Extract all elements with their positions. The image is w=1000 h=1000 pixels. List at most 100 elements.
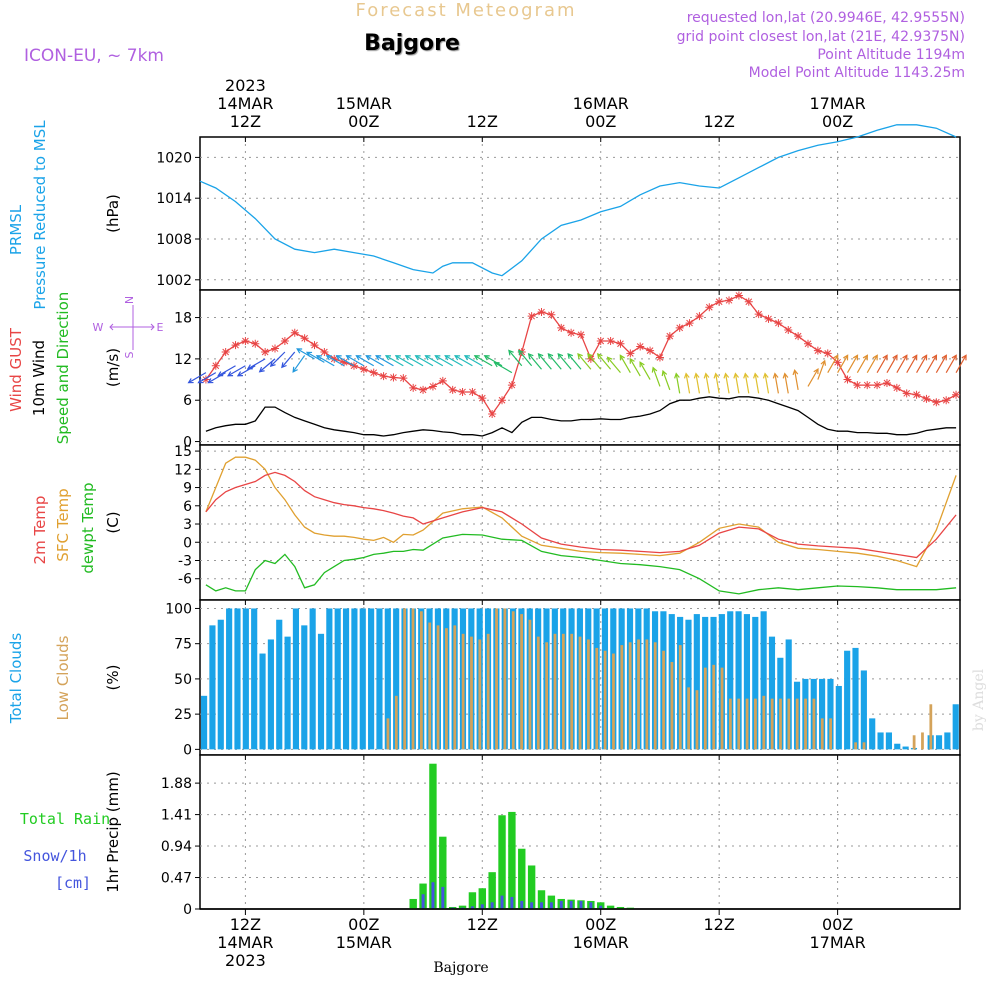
wind-dir-arrow (208, 372, 226, 384)
gust-marker (734, 291, 743, 300)
wind-dir-arrow (587, 353, 602, 370)
model-label: ICON-EU, ~ 7km (24, 46, 164, 66)
total-cloud-bar (894, 743, 901, 750)
gust-marker (695, 312, 704, 321)
wind-dir-arrow (547, 353, 562, 370)
low-cloud-bar (445, 628, 448, 750)
wind-dir-arrow (764, 373, 770, 394)
signature: by Angel (971, 668, 987, 731)
low-cloud-bar (929, 704, 933, 750)
wind-dir-arrow (365, 355, 384, 367)
total-cloud-bar (326, 608, 333, 750)
wind-dir-arrowhead (454, 355, 461, 361)
gust-marker (330, 354, 339, 363)
wind-dir-arrow (639, 361, 651, 380)
y-tick-label: 9 (183, 481, 192, 497)
snow-bar (480, 904, 484, 909)
wind-dir-arrowhead (852, 354, 859, 361)
wind-dir-arrow (945, 355, 957, 373)
top-year-label: 2023 (225, 76, 266, 95)
wind-dir-arrow (886, 355, 898, 373)
low-cloud-bar (854, 742, 858, 750)
requested-coords: requested lon,lat (20.9946E, 42.9555N) (687, 10, 965, 26)
low-clouds-label: Low Clouds (54, 635, 72, 720)
wind-dir-arrow (827, 355, 839, 373)
grid-point-coords: grid point closest lon,lat (21E, 42.9375… (677, 29, 965, 45)
gust-marker (290, 328, 299, 337)
snow-bar (510, 896, 514, 909)
rain-bar (508, 811, 516, 909)
gust-marker (488, 410, 497, 418)
wind-dir-arrow (675, 373, 681, 394)
wind-dir-arrowhead (651, 366, 658, 373)
gust-marker (823, 349, 832, 358)
compass-s: S (123, 351, 136, 358)
total-cloud-bar (693, 614, 700, 750)
rain-bar (439, 836, 447, 909)
wind-dir-arrow (247, 358, 266, 370)
wind-dir-arrow (188, 372, 207, 384)
low-cloud-bar (820, 718, 824, 750)
gust-marker (527, 312, 536, 321)
wind-dir-arrowhead (281, 362, 287, 369)
sfc-temp-line (205, 456, 957, 568)
bottom-hour-label: 12Z (704, 915, 735, 934)
rain-bar (458, 905, 467, 909)
gust-marker (547, 310, 556, 319)
wind-dir-arrowhead (207, 378, 214, 384)
pressure-line (199, 124, 957, 277)
snow-label: Snow/1h (23, 847, 86, 865)
wind-dir-arrowhead (217, 371, 224, 377)
wind-dir-arrow (259, 358, 276, 373)
wind-dir-arrowhead (892, 354, 898, 361)
wind-dir-arrowhead (882, 354, 888, 361)
wind-dir-arrowhead (792, 368, 799, 376)
low-cloud-bar (411, 608, 415, 750)
temperature-frame (199, 444, 961, 601)
gust-marker (942, 396, 951, 405)
wind-dir-arrow (754, 373, 760, 394)
gust-marker (567, 328, 576, 337)
temperature-panel: -6 -3 0 3 6 9 12 15 (C) 2m Temp SFC Temp dewpt Temp (31, 444, 961, 601)
y-tick-label: 12 (174, 462, 192, 478)
gust-marker (201, 375, 210, 384)
low-cloud-bar (921, 732, 924, 750)
gust-marker (744, 297, 753, 306)
gust-marker (448, 385, 457, 394)
gust-marker (784, 325, 793, 334)
low-cloud-bar (536, 636, 540, 750)
gust-marker (340, 358, 349, 367)
wind-dir-arrowhead (902, 354, 908, 361)
clouds-unit: (%) (104, 665, 122, 691)
snow-bar (579, 900, 583, 909)
gust-marker (359, 365, 368, 374)
gust-marker (596, 336, 605, 345)
low-cloud-bar (470, 636, 473, 750)
gust-marker (458, 387, 467, 396)
y-tick-label: 25 (174, 707, 192, 723)
y-tick-label: 0 (183, 902, 192, 918)
wind-dir-arrowhead (941, 354, 947, 361)
y-tick-label: 15 (174, 444, 192, 460)
wind-dir-arrowhead (629, 357, 635, 364)
gust-marker (419, 385, 428, 394)
wind-dir-arrow (866, 355, 878, 373)
total-cloud-bar (935, 735, 943, 750)
gust-marker (399, 374, 408, 383)
wind-dir-arrowhead (463, 355, 470, 361)
wind-dir-arrow (837, 355, 849, 373)
gust-marker (774, 319, 783, 328)
precip-frame (199, 754, 961, 910)
total-cloud-bar (902, 746, 909, 750)
y-tick-label: 100 (165, 601, 192, 617)
wind-dir-arrowhead (424, 355, 431, 361)
wind-dir-arrow (356, 355, 375, 367)
low-cloud-bar (436, 625, 440, 750)
wind-dir-arrow (270, 351, 286, 367)
compass-n: N (123, 296, 136, 304)
wind-dir-arrowhead (833, 354, 839, 361)
total-cloud-bar (852, 647, 859, 750)
low-cloud-bar (386, 718, 390, 750)
y-tick-label: 18 (174, 311, 192, 327)
panels-layer: 1002 1008 1014 1020 (hPa) PRMSL Pressure Reduc… (7, 76, 967, 970)
